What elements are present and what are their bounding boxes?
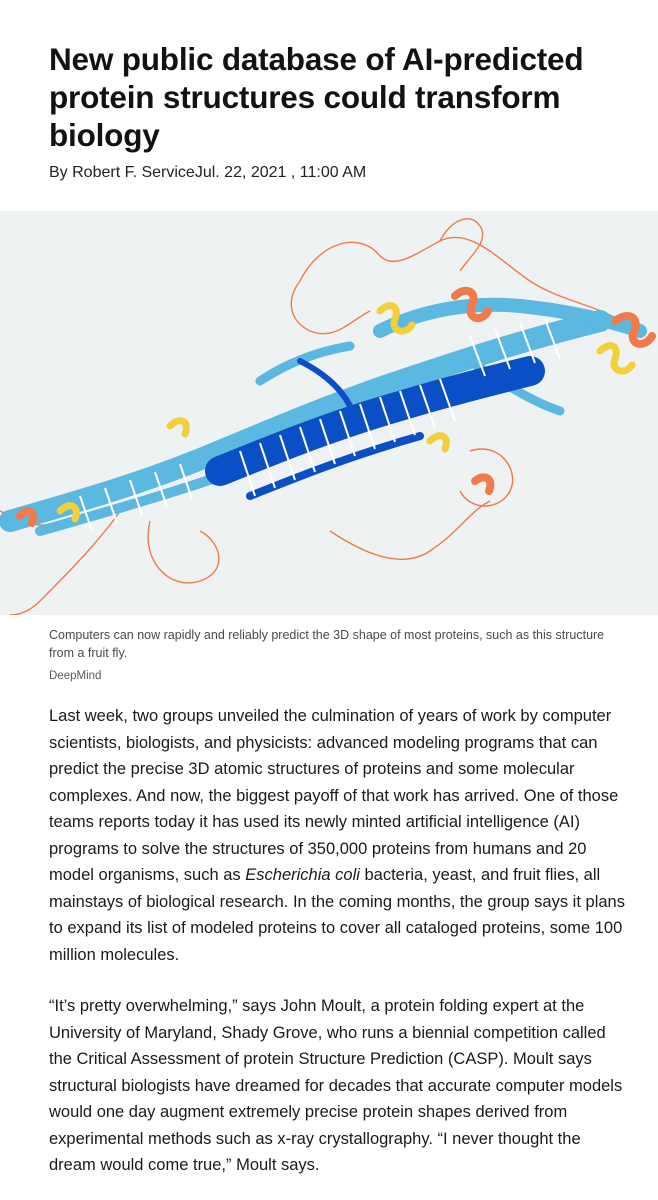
species-name-italic: Escherichia coli — [245, 866, 360, 884]
protein-structure-illustration — [0, 211, 658, 615]
article-paragraph: “It’s pretty overwhelming,” says John Mo… — [49, 997, 623, 1174]
very-high-confidence-core — [205, 356, 545, 500]
paragraph-text: bacteria, yeast, and fruit flies, all ma… — [49, 866, 625, 964]
paragraph-text: Last week, two groups unveiled the culmi… — [49, 707, 619, 884]
article-headline: New public database of AI-predicted prot… — [49, 41, 584, 153]
article-paragraph: Last week, two groups unveiled the culmi… — [49, 703, 629, 968]
article-byline: By Robert F. ServiceJul. 22, 2021 , 11:0… — [49, 164, 367, 181]
figure-credit: DeepMind — [49, 670, 102, 682]
low-confidence-helices — [16, 286, 656, 527]
beta-strands — [79, 318, 561, 532]
protein-structure-image — [0, 211, 658, 615]
medium-confidence-helices — [56, 302, 636, 523]
figure-caption: Computers can now rapidly and reliably p… — [49, 628, 605, 660]
